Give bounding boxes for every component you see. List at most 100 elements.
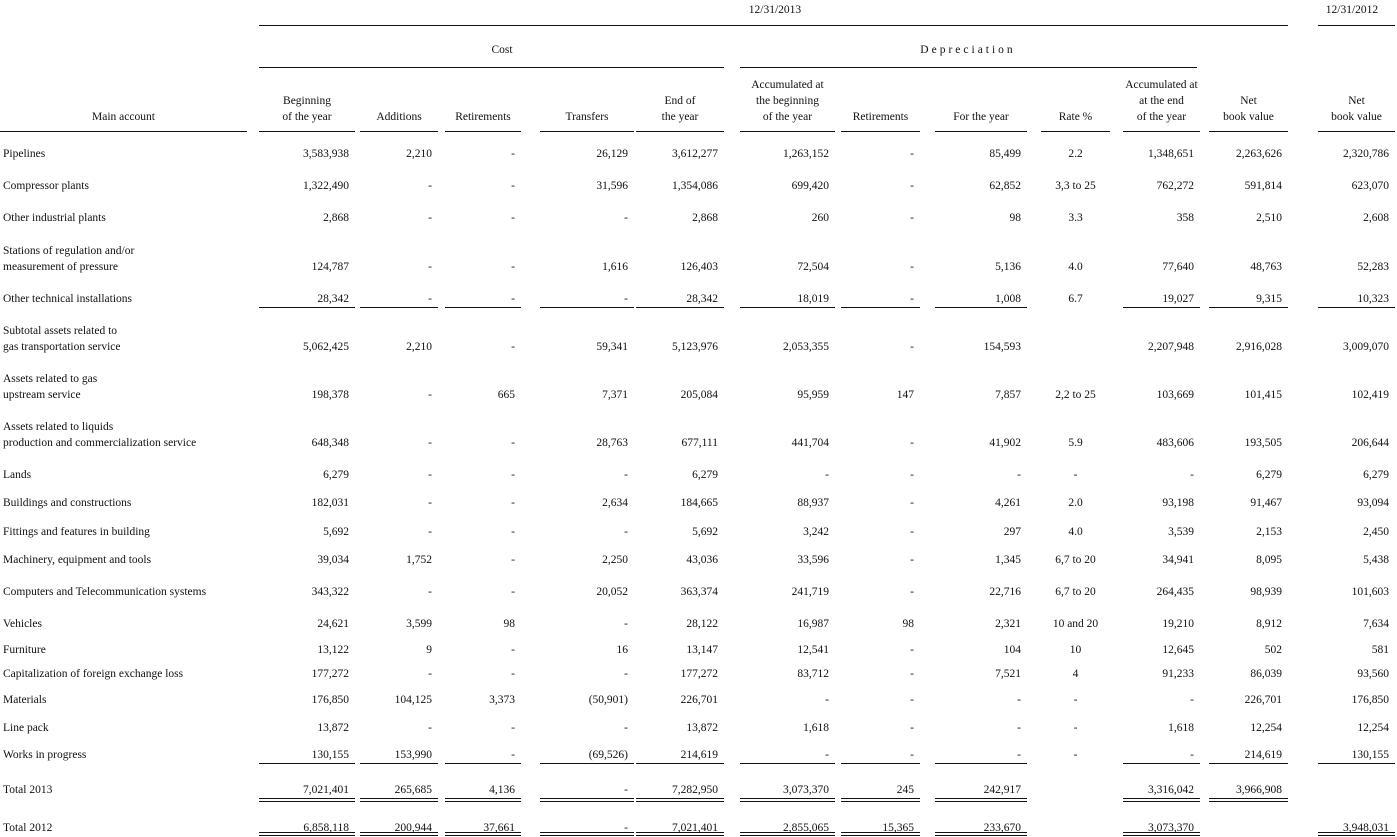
- cell-value: -: [910, 586, 914, 598]
- cell-value: 28,122: [686, 618, 718, 630]
- cell-value: 10 and 20: [1052, 618, 1099, 630]
- cell-value: 12,541: [797, 644, 829, 656]
- cell-value: 4: [1072, 668, 1079, 680]
- cell-value: 177,272: [680, 668, 718, 680]
- cell-value: 226,701: [680, 694, 718, 706]
- underline: [1318, 832, 1395, 833]
- cell-value: -: [624, 668, 628, 680]
- cell-value: -: [910, 341, 914, 353]
- cell-value: 7,021,401: [672, 822, 718, 834]
- column-heading: Rate %: [1058, 111, 1093, 123]
- cell-value: 93,198: [1162, 497, 1194, 509]
- row-label: Lands: [3, 469, 32, 481]
- row-label: Other technical installations: [3, 293, 133, 305]
- cell-value: 2,210: [406, 148, 432, 160]
- cell-value: 2,321: [995, 618, 1021, 630]
- column-heading: Net: [1348, 95, 1365, 107]
- column-heading: of the year: [1136, 111, 1187, 123]
- cell-value: 214,619: [680, 749, 718, 761]
- cell-value: 184,665: [680, 497, 718, 509]
- date-prior: 12/31/2012: [1325, 4, 1379, 16]
- cell-value: -: [910, 437, 914, 449]
- cell-value: -: [624, 469, 628, 481]
- rule: [0, 131, 247, 132]
- column-heading: Net: [1240, 95, 1257, 107]
- cell-value: 28,342: [686, 293, 718, 305]
- cell-value: 7,371: [602, 389, 628, 401]
- cell-value: 3.3: [1068, 212, 1083, 224]
- cell-value: -: [1073, 469, 1078, 481]
- cell-value: -: [910, 261, 914, 273]
- cell-value: 242,917: [983, 784, 1021, 796]
- cell-value: 2,868: [323, 212, 349, 224]
- cell-value: -: [428, 497, 432, 509]
- underline: [740, 798, 835, 799]
- cell-value: -: [511, 497, 515, 509]
- cell-value: -: [825, 749, 829, 761]
- cell-value: 62,852: [989, 180, 1021, 192]
- row-label: Furniture: [3, 644, 46, 656]
- cell-value: 4.0: [1068, 261, 1083, 273]
- column-heading: book value: [1223, 111, 1274, 123]
- cell-value: 198,378: [311, 389, 349, 401]
- rule: [740, 131, 835, 132]
- cell-value: -: [910, 212, 914, 224]
- underline: [841, 307, 920, 308]
- cell-value: 3,073,370: [783, 784, 829, 796]
- row-label: Machinery, equipment and tools: [3, 554, 152, 566]
- row-label: Assets related to gas: [3, 373, 98, 385]
- row-label: Vehicles: [3, 618, 42, 630]
- cell-value: 3,599: [406, 618, 432, 630]
- underline: [636, 832, 724, 833]
- cell-value: 7,521: [995, 668, 1021, 680]
- underline: [259, 835, 355, 836]
- underline: [360, 801, 438, 802]
- cell-value: -: [1190, 749, 1194, 761]
- cell-value: -: [624, 784, 628, 796]
- cell-value: 72,504: [797, 261, 829, 273]
- underline: [1123, 307, 1200, 308]
- cell-value: 7,634: [1363, 618, 1389, 630]
- underline: [740, 763, 835, 764]
- cell-value: 193,505: [1244, 437, 1282, 449]
- cell-value: 699,420: [791, 180, 829, 192]
- cell-value: -: [511, 554, 515, 566]
- cell-value: -: [910, 668, 914, 680]
- cell-value: -: [428, 293, 432, 305]
- underline: [259, 801, 355, 802]
- cell-value: 2,450: [1363, 526, 1389, 538]
- cell-value: 3,373: [489, 694, 515, 706]
- row-label: Buildings and constructions: [3, 497, 132, 509]
- cell-value: -: [1017, 749, 1021, 761]
- rule: [841, 131, 920, 132]
- cell-value: 20,052: [596, 586, 628, 598]
- cell-value: 2,510: [1256, 212, 1282, 224]
- main-account-heading: Main account: [92, 111, 155, 123]
- cell-value: 176,850: [1351, 694, 1389, 706]
- underline: [259, 307, 355, 308]
- cell-value: -: [910, 722, 914, 734]
- cell-value: 2,916,028: [1236, 341, 1282, 353]
- cell-value: 104,125: [394, 694, 432, 706]
- cell-value: -: [428, 586, 432, 598]
- cell-value: -: [511, 148, 515, 160]
- date-current: 12/31/2013: [748, 4, 802, 16]
- row-label: Computers and Telecommunication systems: [3, 586, 207, 598]
- underline: [540, 798, 634, 799]
- cell-value: 1,616: [602, 261, 628, 273]
- cell-value: 9,315: [1256, 293, 1282, 305]
- underline: [1209, 798, 1288, 799]
- cell-value: 2.0: [1068, 497, 1083, 509]
- underline: [740, 832, 835, 833]
- cell-value: 260: [811, 212, 829, 224]
- cell-value: 98: [1009, 212, 1022, 224]
- rule: [259, 67, 724, 68]
- cell-value: -: [428, 469, 432, 481]
- rule: [259, 131, 355, 132]
- cell-value: 3,948,031: [1343, 822, 1389, 834]
- cell-value: 363,374: [680, 586, 718, 598]
- column-heading: Retirements: [455, 111, 511, 123]
- cell-value: 13,122: [317, 644, 349, 656]
- cell-value: (69,526): [588, 749, 628, 761]
